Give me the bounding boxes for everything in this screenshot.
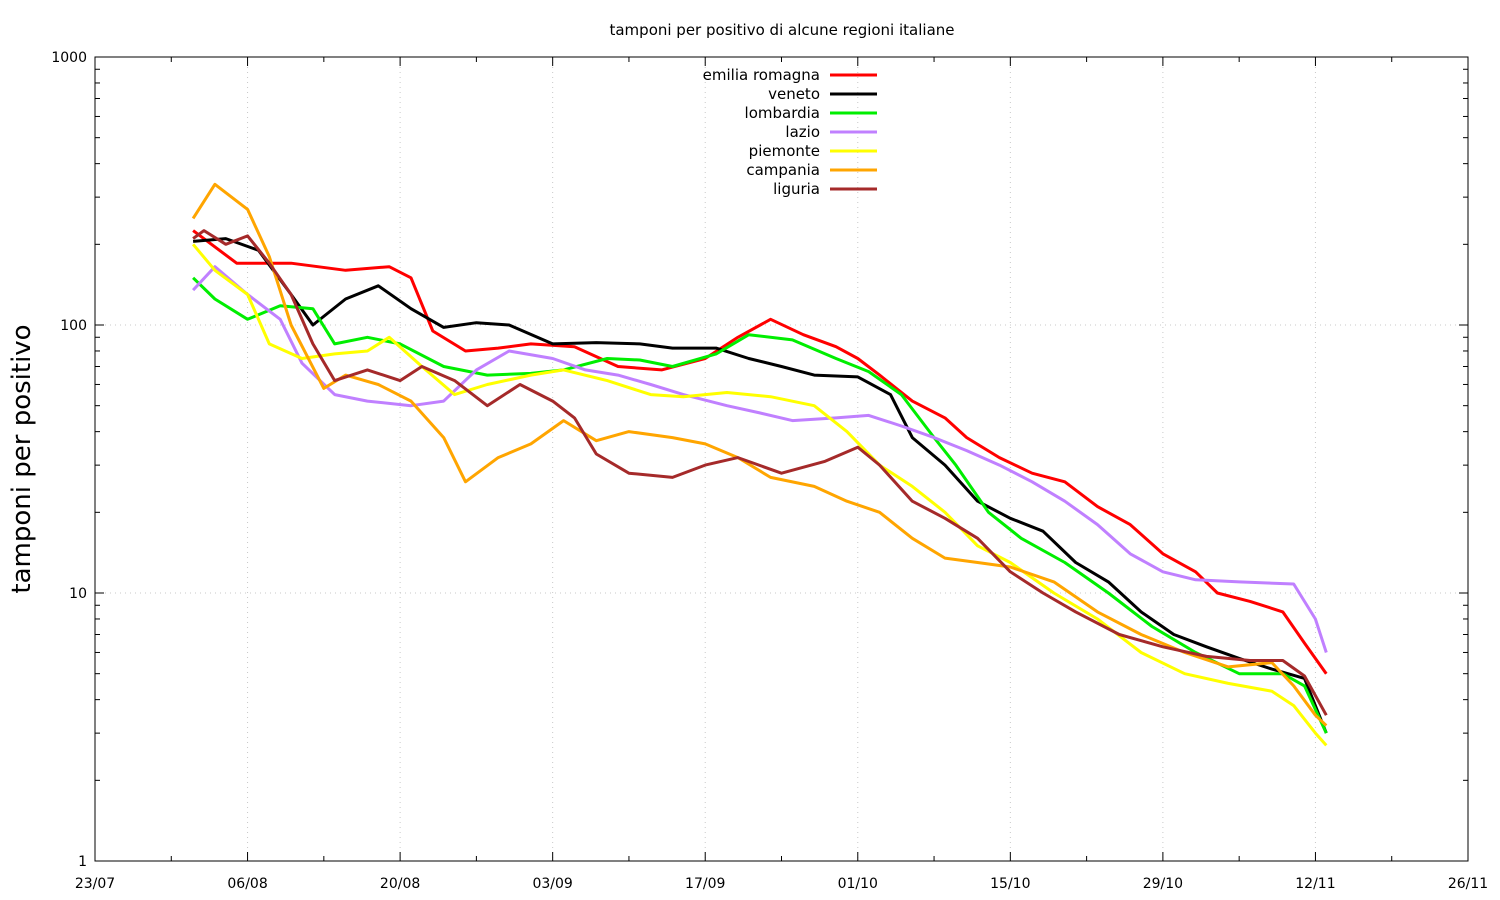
x-tick-label: 01/10 [838,876,878,892]
x-tick-label: 29/10 [1143,876,1183,892]
x-tick-label: 03/09 [532,876,572,892]
series-line-lazio [192,265,1328,653]
series-line-piemonte [191,243,1328,747]
y-axis-label: tamponi per positivo [7,324,37,593]
series-line-liguria [192,229,1328,716]
series-line-emilia-romagna [192,229,1328,675]
y-tick-label: 10 [69,586,87,602]
x-tick-label: 20/08 [380,876,420,892]
series-line-lombardia [192,276,1328,734]
legend: emilia romagnavenetolombardialaziopiemon… [703,66,877,198]
legend-label: liguria [773,180,820,198]
series-lines [191,182,1328,747]
legend-label: veneto [768,85,820,103]
legend-label: lombardia [745,104,820,122]
y-tick-label: 1 [78,854,87,870]
x-tick-label: 15/10 [990,876,1030,892]
x-tick-label: 26/11 [1448,876,1488,892]
legend-label: emilia romagna [703,66,820,84]
x-tick-label: 23/07 [75,876,115,892]
legend-label: lazio [785,123,820,141]
legend-label: campania [746,161,820,179]
y-tick-label: 1000 [51,50,87,66]
axis-ticks: 23/07 06/08 20/08 03/09 17/09 01/10 15/10 29/10… [51,50,1488,892]
x-tick-label: 06/08 [227,876,267,892]
y-tick-label: 100 [60,318,87,334]
legend-label: piemonte [749,142,820,160]
chart-title: tamponi per positivo di alcune regioni i… [609,21,954,39]
series-line-veneto [192,237,1328,734]
x-tick-label: 12/11 [1295,876,1335,892]
x-tick-label: 17/09 [685,876,725,892]
grid [95,57,1468,861]
